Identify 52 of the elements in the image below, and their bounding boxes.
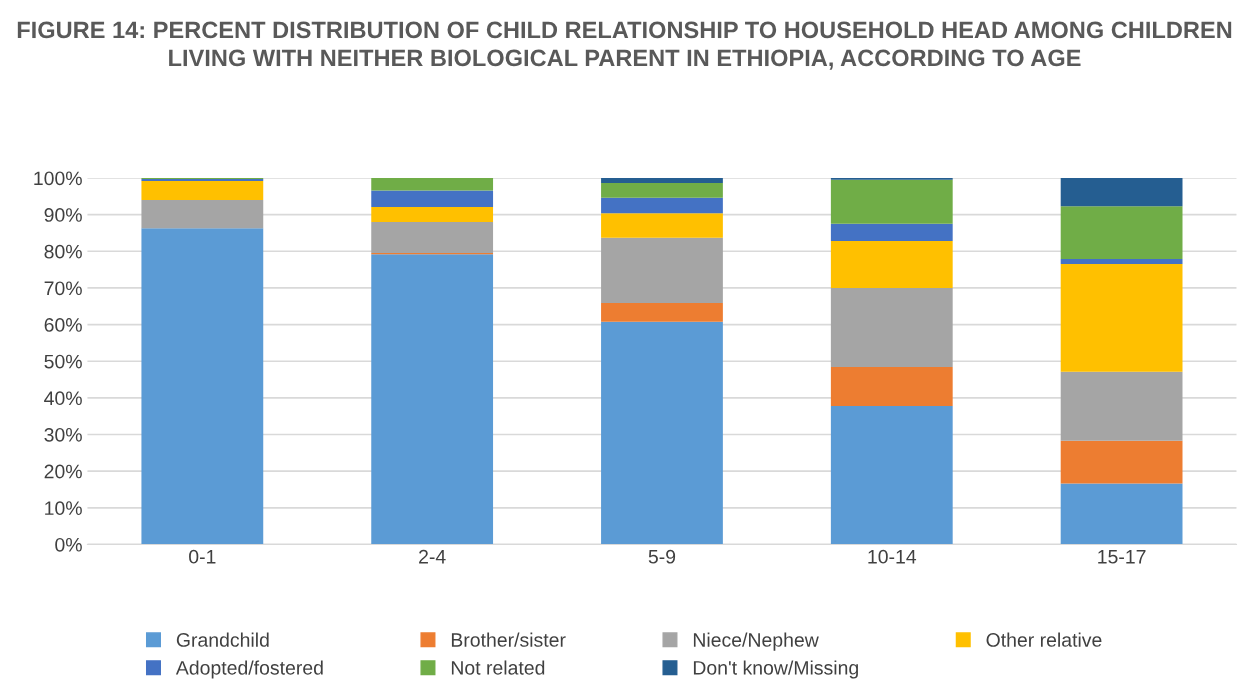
y-tick-label: 40% (44, 391, 82, 406)
bar (1060, 258, 1183, 265)
y-tick-label: 0% (55, 537, 82, 552)
x-tick-label: 5-9 (648, 549, 676, 564)
legend-label: Grandchild (176, 632, 269, 647)
bar (371, 177, 494, 191)
bar (1060, 371, 1183, 441)
x-tick-label: 0-1 (189, 549, 216, 564)
y-tick-label: 70% (44, 281, 82, 296)
bar (1060, 206, 1183, 259)
bar (1060, 177, 1183, 207)
bar (371, 206, 494, 222)
bar (141, 199, 264, 229)
bar (601, 213, 723, 238)
legend-label: Don't know/Missing (693, 660, 858, 679)
bar (601, 302, 723, 322)
bar (1060, 440, 1183, 484)
y-tick-label: 30% (44, 427, 82, 442)
bar (601, 177, 723, 184)
y-tick-label: 10% (45, 501, 82, 516)
legend-label: Not related (451, 660, 545, 675)
chart-title: FIGURE 14: PERCENT DISTRIBUTION OF CHILD RELATIONSHIP TO HOUSEHOLD HEAD AMONG CHILDREN LIVING WITH NEITHER BIOLOGICAL PARENT IN ETHIOPIA, ACCORDING TO AGE (17, 21, 1232, 70)
x-tick-label: 15-17 (1098, 550, 1146, 564)
bar (830, 179, 953, 224)
bar (601, 197, 723, 214)
y-tick-label: 60% (44, 318, 82, 332)
bar (830, 367, 953, 406)
bar (601, 183, 723, 198)
bar (1060, 264, 1183, 372)
bar (1060, 483, 1183, 545)
legend-label: Other relative (986, 632, 1102, 647)
bar (830, 223, 953, 242)
y-tick-label: 100% (34, 171, 82, 186)
bar (141, 180, 264, 200)
bar (601, 237, 723, 303)
y-tick-label: 20% (44, 464, 82, 479)
x-tick-label: 10-14 (868, 549, 917, 564)
legend-label: Adopted/fostered (175, 660, 323, 679)
x-tick-label: 2-4 (419, 549, 446, 564)
bar (830, 405, 953, 545)
bar (371, 221, 494, 254)
bar (601, 321, 723, 545)
bar (830, 287, 953, 368)
bar (371, 190, 494, 207)
legend-label: Brother/sister (451, 632, 566, 647)
y-tick-label: 50% (44, 354, 82, 369)
legend-label: Niece/Nephew (693, 632, 819, 651)
y-tick-label: 80% (44, 244, 82, 259)
bar (371, 254, 494, 545)
bar (830, 241, 953, 288)
y-tick-label: 90% (44, 208, 82, 222)
bar (141, 228, 264, 545)
